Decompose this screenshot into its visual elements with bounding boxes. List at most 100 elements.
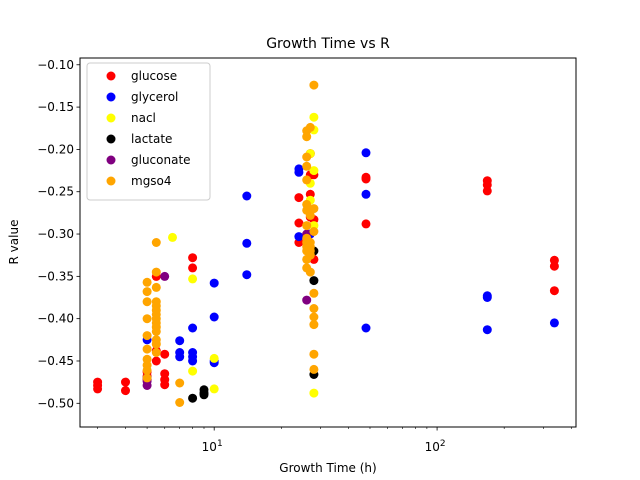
chart-title: Growth Time vs R (266, 36, 390, 52)
y-tick-label: −0.35 (37, 269, 74, 283)
data-point (151, 356, 161, 366)
data-point (361, 174, 371, 184)
data-point (175, 398, 185, 407)
data-point (309, 276, 319, 286)
data-point (294, 167, 304, 177)
data-point (309, 304, 319, 313)
data-point (305, 250, 315, 260)
data-point (151, 238, 161, 247)
data-point (549, 261, 559, 271)
data-point (151, 267, 161, 277)
data-point (305, 267, 315, 277)
data-point (482, 325, 492, 335)
data-point (309, 166, 319, 176)
data-point (160, 271, 170, 281)
data-point (482, 293, 492, 302)
data-point (209, 384, 219, 394)
data-point (142, 287, 152, 297)
legend-marker-glycerol (106, 92, 116, 102)
data-point (294, 218, 304, 228)
data-point (302, 132, 312, 142)
data-point (482, 186, 492, 196)
y-tick-label: −0.30 (37, 227, 74, 241)
data-point (209, 278, 219, 288)
legend-label-nacl: nacl (131, 111, 156, 125)
data-point (142, 373, 152, 383)
data-point (188, 274, 198, 284)
legend-marker-mgso4 (106, 176, 116, 186)
data-point (121, 377, 130, 387)
data-point (151, 339, 161, 349)
y-tick-label: −0.10 (37, 58, 74, 72)
data-point (302, 175, 312, 185)
data-point (168, 232, 177, 242)
data-point (160, 349, 170, 359)
data-point (302, 152, 312, 162)
data-point (142, 277, 152, 287)
x-tick-label: 101 (202, 439, 223, 454)
data-point (309, 112, 319, 122)
y-axis-label: R value (7, 220, 21, 265)
series-gluconate (142, 229, 312, 390)
legend: glucose glycerol nacl lactate gluconate mgso4 (86, 62, 211, 201)
data-point (309, 227, 319, 236)
plot-area-frame (79, 57, 577, 428)
data-point (142, 344, 152, 354)
data-point (188, 253, 198, 263)
data-point (302, 221, 312, 231)
legend-frame (86, 62, 211, 201)
data-point (188, 263, 198, 273)
data-point (151, 348, 161, 357)
data-point (142, 297, 152, 307)
data-point (151, 282, 161, 292)
data-point (294, 193, 304, 203)
data-point (242, 270, 252, 280)
data-point (309, 364, 319, 374)
x-axis: 101 102 (97, 427, 572, 454)
x-tick-label: 102 (425, 439, 446, 454)
data-point (93, 384, 103, 394)
legend-marker-gluconate (106, 155, 116, 165)
legend-label-glucose: glucose (131, 69, 177, 83)
data-point (309, 312, 319, 322)
data-point (188, 323, 198, 333)
legend-label-mgso4: mgso4 (131, 174, 172, 188)
data-point (151, 326, 161, 336)
data-point (188, 393, 198, 403)
data-point (361, 219, 371, 229)
data-points (93, 80, 559, 407)
data-point (305, 210, 315, 220)
data-point (309, 320, 319, 330)
legend-label-gluconate: gluconate (131, 153, 191, 167)
data-point (309, 388, 319, 398)
data-point (175, 378, 185, 388)
series-mgso4 (142, 80, 319, 407)
data-point (209, 312, 219, 322)
data-point (242, 191, 252, 201)
data-point (188, 366, 198, 376)
y-tick-label: −0.50 (37, 396, 74, 410)
data-point (302, 295, 312, 305)
data-point (175, 336, 185, 346)
legend-label-lactate: lactate (131, 132, 172, 146)
data-point (188, 356, 198, 366)
y-axis: −0.50 −0.45 −0.40 −0.35 −0.30 −0.25 −0.20 −0.15… (37, 58, 80, 410)
data-point (294, 232, 304, 242)
data-point (361, 189, 371, 199)
data-point (209, 353, 219, 363)
x-axis-label: Growth Time (h) (279, 461, 376, 475)
y-tick-label: −0.25 (37, 185, 74, 199)
data-point (361, 323, 371, 333)
data-point (309, 80, 319, 90)
data-point (302, 161, 312, 171)
legend-marker-nacl (106, 113, 116, 123)
data-point (242, 238, 252, 248)
data-point (549, 286, 559, 296)
legend-label-glycerol: glycerol (131, 90, 178, 104)
data-point (142, 331, 152, 341)
data-point (121, 386, 130, 396)
data-point (309, 288, 319, 298)
y-tick-label: −0.45 (37, 354, 74, 368)
